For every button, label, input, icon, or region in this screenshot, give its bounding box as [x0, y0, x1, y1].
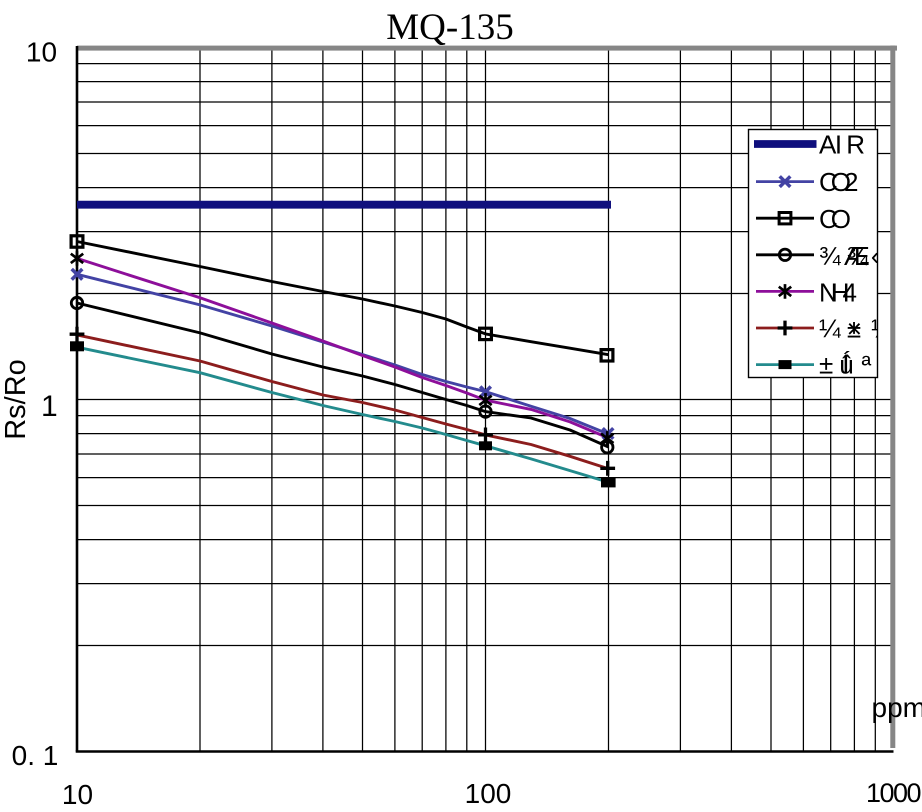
- svg-text:¾Æ¾«: ¾Æ¾«: [819, 241, 885, 271]
- svg-text:10: 10: [26, 37, 57, 68]
- svg-text:¼×±½: ¼ ×± ½: [819, 314, 893, 344]
- svg-text:1: 1: [41, 390, 58, 423]
- svg-text:0. 1: 0. 1: [12, 740, 59, 771]
- svg-text:±ûÍª: ± ûÍ ª: [819, 350, 871, 380]
- svg-text:10: 10: [62, 779, 93, 810]
- svg-text:MQ-135: MQ-135: [386, 7, 513, 48]
- svg-text:AI R: AI R: [819, 130, 864, 160]
- svg-text:1000: 1000: [866, 778, 921, 808]
- svg-text:Rs/Ro: Rs/Ro: [0, 359, 32, 440]
- svg-text:100: 100: [465, 778, 512, 809]
- svg-text:ppm: ppm: [872, 692, 922, 723]
